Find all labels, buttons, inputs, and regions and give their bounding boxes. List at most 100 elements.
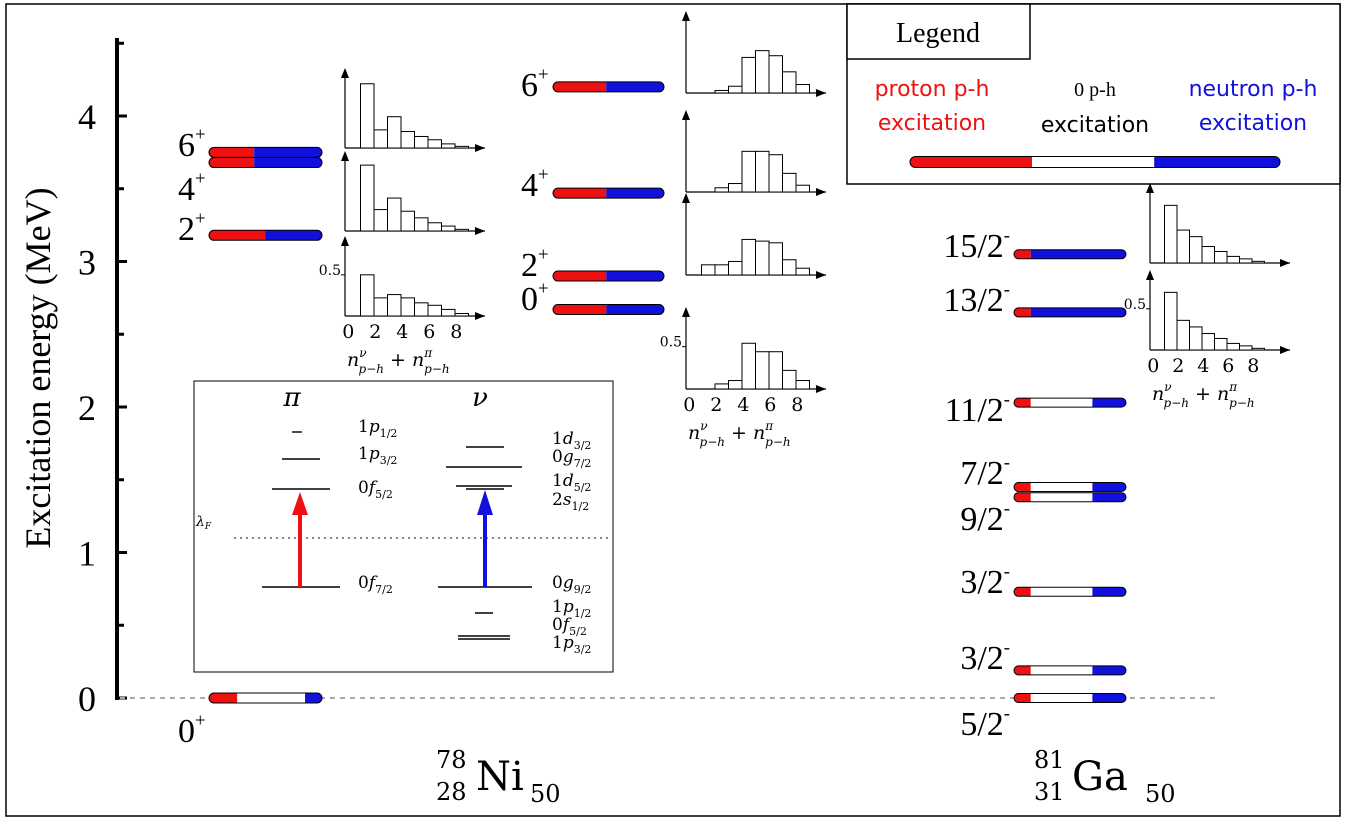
parity-sup: - — [1004, 280, 1010, 301]
inset-pi-label: π — [282, 383, 301, 413]
orb-n: 1 — [552, 633, 563, 653]
hist-bar — [714, 264, 729, 276]
hist-y-arrow — [682, 110, 690, 120]
hist-bar — [728, 85, 743, 94]
orb-n: 1 — [552, 429, 563, 449]
hist-tick-label: 8 — [791, 394, 803, 416]
ni-exp-level-bar — [208, 692, 323, 704]
xl-plus: + — [1189, 383, 1217, 405]
hist-bar — [782, 259, 797, 276]
hist-bar — [782, 172, 797, 193]
hist-tick-label: 4 — [396, 321, 408, 343]
orb-j: 9/2 — [574, 583, 592, 596]
hist-x-arrow — [475, 227, 485, 235]
bar-zero-segment — [1030, 587, 1093, 597]
hist-bar — [795, 267, 810, 276]
hist-bar — [454, 313, 469, 317]
xl-nu: ν — [700, 419, 707, 433]
hist-tick-label: 2 — [1172, 355, 1184, 377]
orb-l: p — [563, 633, 574, 653]
svg-text:31: 31 — [1034, 778, 1065, 806]
histogram — [341, 68, 485, 152]
svg-text:78: 78 — [436, 746, 467, 774]
y-tick-label: 2 — [78, 388, 96, 428]
orb-n: 0 — [552, 573, 563, 593]
bar-zero-segment — [237, 693, 306, 703]
ga-level-label: 7/2- — [960, 453, 1010, 492]
ni-calc-level-label: 0+ — [521, 279, 549, 318]
bar-proton-segment — [1014, 492, 1031, 502]
hist-bar — [714, 187, 729, 193]
orb-j: 7/2 — [574, 457, 592, 470]
ga-level-label: 11/2- — [945, 390, 1010, 429]
bar-outline — [552, 81, 665, 93]
ni-exp-level-label: 2+ — [178, 209, 206, 248]
bar-proton-segment — [1014, 249, 1031, 259]
neutron-orbital-label: 0g7/2 — [552, 447, 591, 470]
hist-bar — [1201, 246, 1215, 264]
parity-sup: - — [1004, 638, 1010, 659]
orb-j: 5/2 — [574, 481, 592, 494]
hist-bar — [714, 383, 729, 390]
bar-outline — [909, 156, 1281, 168]
hist-tick-label: 0 — [1147, 355, 1159, 377]
bar-proton-segment — [209, 693, 238, 703]
ga-level-label: 9/2- — [960, 499, 1010, 538]
hist-bar — [741, 342, 756, 390]
bar-proton-segment — [1014, 482, 1031, 492]
hist-bar — [1189, 326, 1203, 351]
histogram: 0.50 2 4 6 8nν p−h + nπ p−h — [660, 307, 826, 449]
svg-text:Ga: Ga — [1072, 754, 1128, 800]
hist-half-label: 0.5 — [660, 335, 682, 351]
bar-neutron-segment — [1030, 249, 1126, 259]
hist-bar — [768, 154, 783, 193]
bar-zero-segment — [1030, 492, 1093, 502]
neutron-orbital-label: 2s1/2 — [552, 490, 589, 513]
hist-bar — [441, 308, 456, 317]
orb-l: p — [369, 417, 380, 437]
hist-bar — [1176, 229, 1190, 264]
hist-bar — [1189, 236, 1203, 264]
ga-level-label: 3/2- — [960, 562, 1010, 601]
svg-text:81: 81 — [1034, 746, 1065, 774]
hist-bar — [795, 84, 810, 94]
hist-bar — [741, 56, 756, 94]
orb-n: 1 — [358, 417, 369, 437]
hist-x-arrow — [1280, 346, 1290, 354]
orb-n: 0 — [552, 447, 563, 467]
ga-level-bar — [1013, 665, 1127, 676]
ni-calc-level-bar — [552, 81, 665, 93]
parity-sup: - — [1004, 226, 1010, 247]
bar-neutron-segment — [1092, 492, 1126, 502]
legend-title: Legend — [896, 18, 980, 49]
y-tick-label: 1 — [78, 534, 96, 574]
ga-level-label: 3/2- — [960, 638, 1010, 677]
histograms-layer: 0.50 2 4 6 8nν p−h + nπ p−h0.50 2 4 6 8nν p−h + nπ p… — [319, 11, 1290, 449]
hist-tick-label: 6 — [764, 394, 776, 416]
svg-text:28: 28 — [436, 778, 467, 806]
bar-proton-segment — [1014, 587, 1031, 597]
xl-nu: ν — [1164, 380, 1171, 394]
parity-sup: + — [538, 165, 549, 186]
hist-bar — [741, 238, 756, 276]
y-tick-label: 4 — [78, 97, 96, 137]
bar-neutron-segment — [305, 693, 322, 703]
hist-x-arrow — [816, 271, 826, 279]
legend-zero-line1: 0 p-h — [1074, 79, 1116, 101]
neutron-orbital-label: 1d3/2 — [552, 429, 591, 452]
bar-proton-segment — [1014, 693, 1031, 703]
ni-calc-level-bar — [552, 270, 665, 282]
hist-x-arrow — [475, 312, 485, 320]
xl-ph2: p−h — [765, 435, 790, 449]
spin-value: 3/2 — [960, 564, 1003, 601]
hist-bar — [1239, 258, 1253, 264]
orb-j: 3/2 — [574, 643, 592, 656]
hist-tick-label: 0 — [342, 321, 354, 343]
spin-value: 4 — [178, 171, 195, 208]
proton-arrow-head — [292, 492, 308, 515]
bar-outline — [1013, 665, 1127, 676]
y-axis: 0 1 2 3 4 Excitation energy (MeV) — [18, 38, 127, 719]
bar-outline — [1013, 249, 1127, 260]
bar-neutron-segment — [606, 304, 664, 315]
ni-exp-level-label: 6+ — [178, 125, 206, 164]
